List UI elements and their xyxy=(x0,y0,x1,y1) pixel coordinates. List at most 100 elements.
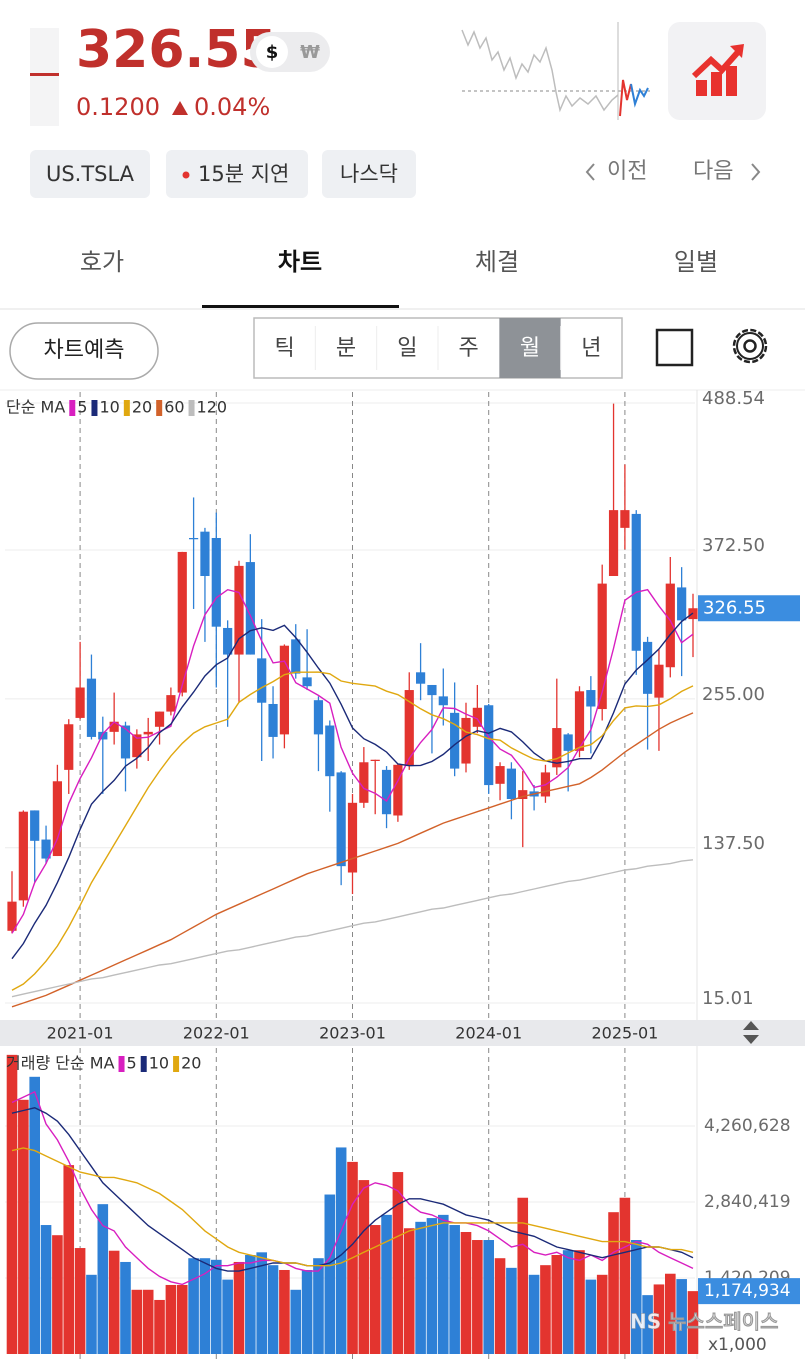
mini-line-up xyxy=(619,79,632,117)
volume-bar xyxy=(687,1291,699,1354)
period[interactable]: 년 xyxy=(581,336,601,361)
next-chevron[interactable] xyxy=(751,163,761,181)
resize-handle[interactable] xyxy=(743,1021,759,1044)
volume-bar xyxy=(335,1147,347,1354)
legend-label: 10 xyxy=(99,398,119,417)
candle-body xyxy=(7,901,17,931)
legend-swatch xyxy=(123,400,130,416)
volume-bar xyxy=(460,1231,472,1354)
candle-body xyxy=(75,687,85,718)
settings-button[interactable] xyxy=(732,328,768,364)
volume-bar xyxy=(313,1258,324,1354)
period[interactable]: 주 xyxy=(459,336,479,361)
period[interactable]: 틱 xyxy=(275,336,295,361)
candle-body xyxy=(381,769,392,815)
y-tick-label: 4,260,628 xyxy=(704,1116,791,1136)
volume-bar xyxy=(585,1279,597,1354)
tab[interactable]: 호가 xyxy=(80,248,124,276)
volume-unit: x1,000 xyxy=(708,1335,767,1355)
legend-swatch xyxy=(118,1056,125,1072)
ma-line xyxy=(11,1090,694,1286)
volume-bar xyxy=(358,1180,370,1354)
y-tick-label: 372.50 xyxy=(702,535,765,556)
candle-body xyxy=(336,772,346,867)
volume-bar xyxy=(551,1255,563,1354)
next-button[interactable]: 다음 xyxy=(693,159,733,184)
legend-label: 5 xyxy=(127,1054,137,1073)
volume-bar xyxy=(438,1214,449,1354)
legend-swatch xyxy=(173,1056,180,1072)
candle-body xyxy=(586,690,596,707)
candle-body xyxy=(257,658,267,703)
legend-swatch xyxy=(140,1056,147,1072)
chart-icon-button[interactable] xyxy=(668,22,766,120)
chip xyxy=(30,150,150,198)
tab[interactable]: 일별 xyxy=(674,248,718,276)
gear-outer xyxy=(732,328,768,364)
volume-bar xyxy=(97,1204,109,1354)
candle-body xyxy=(518,790,528,800)
volume-bar xyxy=(165,1284,177,1354)
candle-body xyxy=(223,627,233,655)
candle-body xyxy=(177,551,187,693)
mini-line xyxy=(461,29,619,113)
prev-button[interactable]: 이전 xyxy=(607,159,647,184)
volume-bar xyxy=(199,1258,211,1354)
ma-line xyxy=(11,1107,694,1272)
icon-arrowhead xyxy=(730,44,744,58)
currency-usd[interactable]: $ xyxy=(266,42,279,63)
gear-ring xyxy=(736,332,764,360)
fullscreen-button[interactable] xyxy=(655,328,694,367)
candle-body xyxy=(211,537,221,627)
legend-swatch xyxy=(69,400,76,416)
x-tick-label: 2025-01 xyxy=(591,1024,658,1043)
volume-bar xyxy=(608,1212,619,1354)
price-change-pct: 0.04% xyxy=(194,93,270,121)
volume-bar xyxy=(324,1194,336,1354)
candle-body xyxy=(200,531,210,577)
chip xyxy=(322,150,416,198)
candle-body xyxy=(143,731,153,735)
ma-line xyxy=(11,712,694,1008)
up-arrow xyxy=(172,101,188,115)
legend-label: 5 xyxy=(77,398,87,417)
tab[interactable]: 체결 xyxy=(475,248,519,276)
y-tick-label: 255.00 xyxy=(702,684,765,705)
period[interactable]: 일 xyxy=(397,336,417,361)
x-tick-label: 2024-01 xyxy=(455,1024,522,1043)
volume-bar xyxy=(619,1197,631,1354)
mini-chart[interactable] xyxy=(461,22,650,120)
candle-body xyxy=(620,510,630,528)
date-bar xyxy=(0,1020,805,1046)
volume-bar xyxy=(52,1235,63,1354)
x-tick-label: 2021-01 xyxy=(47,1024,114,1043)
candle-body xyxy=(234,565,244,655)
legend-swatch xyxy=(188,400,195,416)
period[interactable]: 월 xyxy=(520,336,540,361)
currency-knob xyxy=(256,36,288,68)
candle-body xyxy=(359,762,369,803)
candle-body xyxy=(347,802,358,873)
period[interactable]: 분 xyxy=(336,336,356,361)
price-flag xyxy=(30,28,59,126)
candle-body xyxy=(86,678,97,737)
volume-bar xyxy=(528,1274,540,1354)
prev-chevron[interactable] xyxy=(585,163,595,181)
last-volume-tag xyxy=(698,1278,800,1305)
tab[interactable]: 차트 xyxy=(278,248,322,276)
volume-bar xyxy=(483,1240,494,1354)
candle-body xyxy=(665,583,675,668)
price: 326.55 xyxy=(76,20,277,80)
volume-bar xyxy=(63,1165,75,1354)
candle-body xyxy=(370,759,380,762)
predict-button[interactable] xyxy=(9,322,159,380)
volume-bar xyxy=(506,1267,517,1354)
predict-label[interactable]: 차트예측 xyxy=(44,338,125,363)
volume-bar xyxy=(517,1197,529,1354)
volume-bar xyxy=(630,1240,642,1354)
volume-bar xyxy=(449,1225,460,1354)
y-tick-label: 137.50 xyxy=(702,833,765,854)
volume-bar xyxy=(642,1295,653,1354)
currency-krw[interactable]: ₩ xyxy=(300,42,320,63)
